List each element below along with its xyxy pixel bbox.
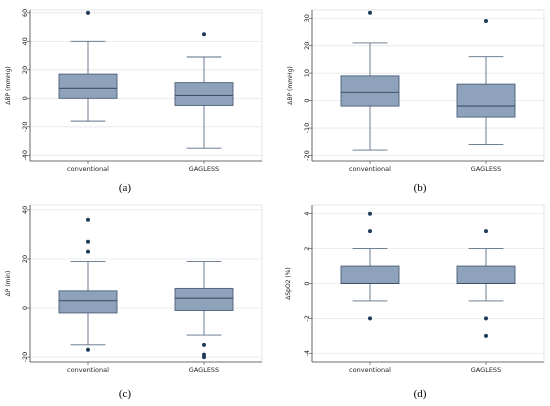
y-tick-label: 10 (303, 69, 311, 77)
box-conventional (58, 290, 118, 314)
x-tick-label: conventional (349, 165, 391, 173)
outlier-point (484, 316, 488, 321)
panel-a: -40 -20 0 20 40 60 ΔBP (mmHg) conventional GAGLE… (5, 9, 263, 194)
outlier-point (484, 229, 488, 234)
box-conventional (58, 73, 118, 99)
outlier-point (86, 217, 90, 222)
box-gagless (174, 82, 234, 106)
x-tick-label: GAGLESS (471, 165, 501, 173)
outlier-point (202, 32, 206, 37)
panel-label: (b) (414, 182, 427, 194)
box-gagless (174, 287, 234, 311)
x-tick-label: conventional (67, 165, 109, 173)
y-tick-label: 20 (21, 66, 29, 74)
y-tick-label: 2 (303, 247, 311, 251)
plot-frame (29, 204, 263, 363)
y-tick-label: 60 (21, 9, 29, 17)
panel-label: (d) (414, 388, 427, 400)
panel-label: (c) (119, 388, 132, 400)
y-tick-label: 20 (303, 42, 311, 50)
outlier-point (368, 10, 372, 15)
box-conventional (340, 265, 400, 284)
outlier-point (368, 316, 372, 321)
outlier-point (86, 347, 90, 352)
y-tick-label: -2 (303, 315, 311, 321)
outlier-point (202, 355, 206, 360)
outlier-point (368, 211, 372, 216)
panel-label: (a) (119, 182, 132, 194)
y-tick-label: 30 (303, 14, 311, 22)
outlier-point (368, 229, 372, 234)
y-axis-label: ΔP (min) (5, 271, 12, 297)
y-tick-label: 0 (303, 99, 311, 103)
y-axis-label: ΔBP (mmHg) (5, 66, 12, 104)
y-tick-label: -4 (303, 350, 311, 356)
y-tick-label: 20 (21, 255, 29, 263)
outlier-point (202, 342, 206, 347)
box-conventional (340, 75, 400, 107)
y-axis-label: ΔSpO2 (%) (285, 267, 292, 300)
y-tick-label: -20 (21, 121, 29, 132)
x-tick-label: conventional (67, 366, 109, 374)
y-tick-label: 0 (21, 96, 29, 100)
x-tick-label: GAGLESS (471, 366, 501, 374)
y-tick-label: -20 (21, 352, 29, 363)
y-tick-label: 40 (21, 37, 29, 45)
x-tick-label: GAGLESS (189, 165, 219, 173)
y-tick-label: 0 (21, 306, 29, 310)
panel-d: -4 -2 0 2 4 ΔSpO2 (%) conventional GAGLESS (d) (285, 204, 545, 400)
x-tick-label: GAGLESS (189, 366, 219, 374)
box-gagless (456, 265, 516, 284)
y-tick-label: 0 (303, 281, 311, 285)
y-tick-label: 4 (303, 212, 311, 216)
y-tick-label: -20 (303, 150, 311, 161)
outlier-point (484, 333, 488, 338)
outlier-point (86, 249, 90, 254)
y-tick-label: 40 (21, 206, 29, 214)
panel-c: -20 0 20 40 ΔP (min) conventional GAGLESS (c) (5, 204, 263, 400)
y-tick-label: -40 (21, 150, 29, 161)
y-tick-label: -10 (303, 123, 311, 134)
y-axis-label: ΔBP (mmHg) (287, 66, 294, 104)
box-gagless (456, 83, 516, 118)
x-tick-label: conventional (349, 366, 391, 374)
outlier-point (86, 239, 90, 244)
outlier-point (484, 18, 488, 23)
outlier-point (86, 10, 90, 15)
panel-b: -20 -10 0 10 20 30 ΔBP (mmHg) conventional GAGLE… (287, 9, 545, 194)
